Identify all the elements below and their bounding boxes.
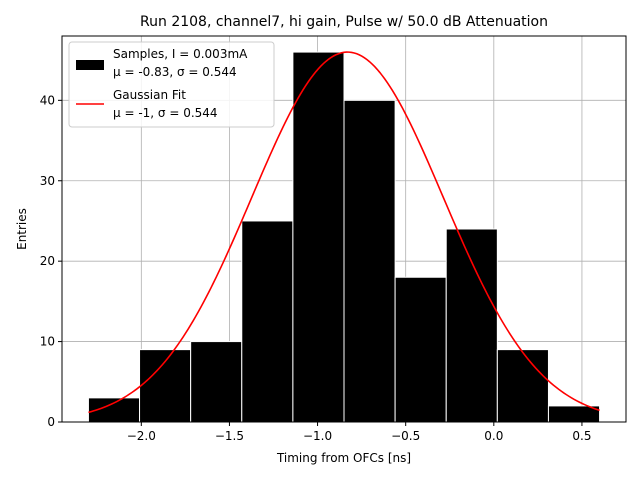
legend-samples-label: Samples, I = 0.003mA	[113, 47, 248, 61]
histogram-bar	[292, 51, 345, 423]
histogram-bar	[241, 220, 294, 423]
histogram-bar	[343, 99, 396, 423]
x-axis-label: Timing from OFCs [ns]	[276, 451, 411, 465]
histogram-bar	[190, 341, 243, 423]
histogram-bar	[445, 228, 498, 423]
histogram-bar	[394, 276, 447, 423]
legend-bar-swatch	[76, 60, 104, 70]
legend-box	[68, 41, 275, 128]
x-tick-label: 0.5	[572, 429, 591, 443]
x-tick-label: −1.0	[303, 429, 332, 443]
y-axis-label: Entries	[15, 208, 29, 250]
y-tick-label: 0	[47, 415, 55, 429]
x-tick-label: −1.5	[215, 429, 244, 443]
histogram-bars	[87, 51, 601, 423]
legend-fit-stats: μ = -1, σ = 0.544	[113, 106, 218, 120]
legend-fit-label: Gaussian Fit	[113, 88, 186, 102]
legend-samples-stats: μ = -0.83, σ = 0.544	[113, 65, 237, 79]
chart-title: Run 2108, channel7, hi gain, Pulse w/ 50…	[140, 14, 548, 30]
x-tick-label: −2.0	[127, 429, 156, 443]
x-tick-label: 0.0	[484, 429, 503, 443]
histogram-bar	[496, 349, 549, 423]
legend: Samples, I = 0.003mA μ = -0.83, σ = 0.54…	[68, 41, 275, 128]
x-axis-ticks: −2.0 −1.5 −1.0 −0.5 0.0 0.5	[127, 422, 591, 443]
gaussian-fit-line	[88, 51, 600, 414]
x-tick-label: −0.5	[391, 429, 420, 443]
y-tick-label: 10	[40, 335, 55, 349]
plot-frame	[61, 35, 627, 423]
y-tick-label: 40	[40, 93, 55, 107]
y-axis-ticks: 0 10 20 30 40	[40, 93, 62, 429]
y-tick-label: 20	[40, 254, 55, 268]
y-tick-label: 30	[40, 174, 55, 188]
